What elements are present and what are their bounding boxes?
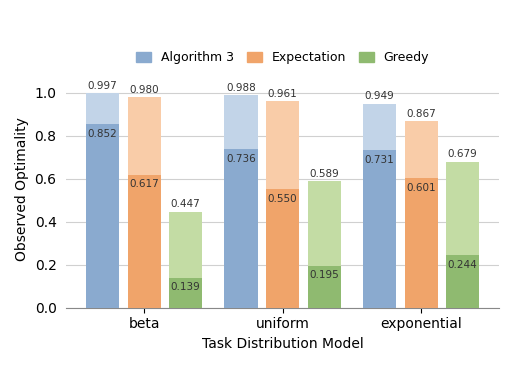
Bar [127,97,161,175]
Bar [169,212,203,278]
Text: 0.679: 0.679 [448,149,478,160]
Bar [363,150,396,308]
Bar [86,93,119,124]
Text: 0.589: 0.589 [309,169,339,179]
Text: 0.139: 0.139 [171,282,200,292]
Bar [86,124,119,308]
X-axis label: Task Distribution Model: Task Distribution Model [202,337,363,351]
Text: 0.244: 0.244 [448,259,478,269]
Bar [363,104,396,150]
Text: 0.997: 0.997 [88,81,117,91]
Bar [446,255,480,308]
Bar [225,149,258,308]
Bar [307,266,341,308]
Bar [405,178,438,308]
Text: 0.195: 0.195 [309,270,339,280]
Text: 0.988: 0.988 [226,83,256,93]
Text: 0.961: 0.961 [268,89,298,99]
Bar [225,95,258,149]
Text: 0.601: 0.601 [407,183,436,193]
Bar [405,121,438,178]
Text: 0.617: 0.617 [129,179,159,189]
Text: 0.550: 0.550 [268,194,298,203]
Text: 0.447: 0.447 [171,199,200,209]
Legend: Algorithm 3, Expectation, Greedy: Algorithm 3, Expectation, Greedy [131,46,434,70]
Bar [127,175,161,308]
Y-axis label: Observed Optimality: Observed Optimality [15,117,29,261]
Text: 0.867: 0.867 [406,109,436,119]
Bar [266,101,299,189]
Text: 0.980: 0.980 [130,85,159,95]
Text: 0.852: 0.852 [88,129,117,139]
Bar [266,189,299,308]
Text: 0.736: 0.736 [226,154,256,164]
Text: 0.731: 0.731 [365,155,394,165]
Text: 0.949: 0.949 [365,92,394,101]
Bar [307,181,341,266]
Bar [446,162,480,255]
Bar [169,278,203,308]
